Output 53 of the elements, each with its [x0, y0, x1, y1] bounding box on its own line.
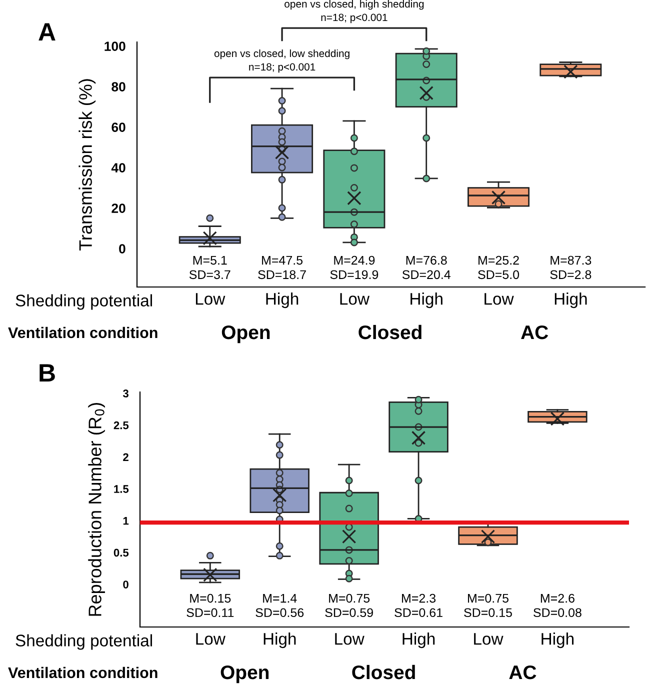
- x-tick-label: Low: [335, 633, 364, 645]
- x-tick-label: Low: [484, 293, 514, 305]
- annotation: M=5.1 SD=3.7: [189, 256, 230, 280]
- annotation: M=0.75 SD=0.15: [464, 594, 512, 618]
- annotation: M=24.9 SD=19.9: [330, 256, 378, 280]
- text: AC: [521, 325, 548, 340]
- x-tick-label: Low: [474, 633, 504, 645]
- y-tick-label: 60: [112, 122, 126, 132]
- x-tick-label: Low: [340, 293, 370, 305]
- text: Closed: [352, 664, 415, 680]
- text: Shedding potential: [16, 294, 152, 310]
- text: Ventilation condition: [8, 666, 158, 678]
- y-tick-label: 100: [104, 42, 126, 51]
- y-tick-label: 40: [111, 163, 126, 172]
- text: Closed: [358, 324, 422, 340]
- annotation: M=25.2 SD=5.0: [478, 256, 520, 280]
- x-tick-label: High: [266, 292, 298, 308]
- annotation: M=76.8 SD=20.4: [402, 256, 450, 280]
- x-tick-label: High: [410, 292, 442, 308]
- annotation: M=1.4 SD=0.56: [256, 594, 304, 618]
- x-tick-label: High: [554, 292, 587, 308]
- annotation: M=87.3 SD=2.8: [550, 256, 592, 280]
- text: AC: [509, 665, 536, 680]
- annotation: M=2.6 SD=0.08: [534, 594, 582, 618]
- y-axis-title: Transmission risk (%): [78, 79, 96, 251]
- chart-title: B: [40, 364, 55, 382]
- x-tick-label: Low: [196, 633, 226, 645]
- y-tick-label: 1: [123, 517, 129, 525]
- text: Open: [222, 325, 270, 344]
- y-axis-title: Reproduction Number (R$_{0}$): [88, 402, 105, 616]
- text: Shedding potential: [16, 634, 152, 650]
- x-tick-label: Low: [196, 293, 226, 305]
- text: Ventilation condition: [8, 326, 158, 338]
- x-tick-label: High: [402, 632, 435, 648]
- y-tick-label: 2: [123, 453, 128, 461]
- x-tick-label: High: [264, 632, 296, 648]
- x-tick-label: High: [542, 632, 574, 648]
- y-tick-label: 1.5: [114, 485, 129, 493]
- text: open vs closed, high shedding n=18; p<0.001: [284, 0, 424, 24]
- text: Open: [220, 665, 269, 684]
- y-tick-label: 0: [119, 244, 126, 254]
- y-tick-label: 80: [112, 82, 126, 92]
- chart-title: A: [38, 23, 56, 40]
- annotation: M=2.3 SD=0.61: [394, 594, 442, 618]
- annotation: M=0.15 SD=0.11: [186, 594, 234, 618]
- y-tick-label: 20: [112, 204, 126, 213]
- y-tick-label: 0.5: [114, 548, 129, 557]
- y-tick-label: 2.5: [114, 421, 129, 430]
- y-tick-label: 0: [123, 580, 128, 588]
- annotation: M=0.75 SD=0.59: [325, 594, 373, 618]
- annotation: M=47.5 SD=18.7: [258, 256, 306, 280]
- annotation: open vs closed, low shedding n=18; p<0.001: [214, 49, 350, 73]
- y-tick-label: 3: [122, 390, 128, 398]
